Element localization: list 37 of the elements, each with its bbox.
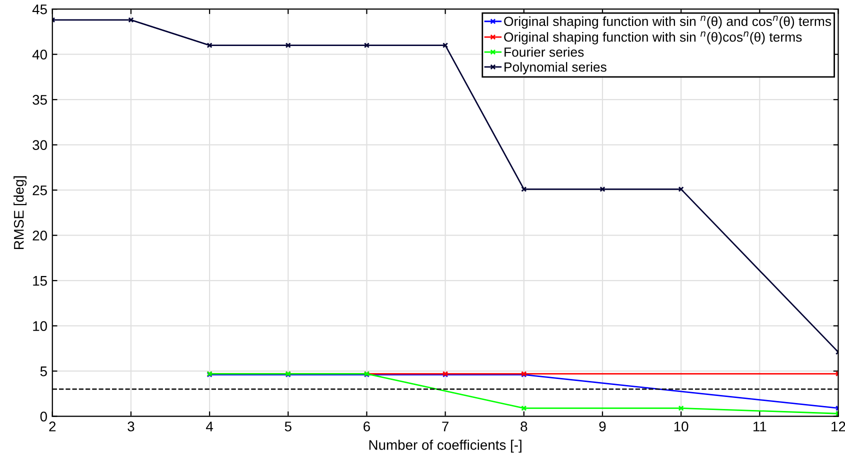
x-tick-label: 5	[284, 422, 292, 432]
y-tick-label: 45	[32, 4, 47, 14]
point	[521, 186, 527, 192]
x-tick-label: 12	[832, 422, 845, 432]
legend-label: Original shaping function with sin $^{n}$(θ)cos$^{n}$(θ) terms	[504, 31, 802, 44]
x-tick-label: 8	[520, 422, 528, 432]
y-axis-title: RMSE [deg]	[14, 176, 27, 250]
x-tick-label: 9	[599, 422, 606, 432]
x-tick-label: 4	[206, 422, 214, 432]
y-tick-label: 0	[40, 412, 47, 422]
point	[678, 405, 684, 411]
y-tick-label: 35	[32, 94, 47, 105]
legend-label: Original shaping function with sin $^{n}$(θ) and cos$^{n}$(θ) terms	[504, 16, 832, 29]
x-tick-label: 3	[128, 422, 134, 432]
point	[600, 186, 606, 192]
legend-label: Polynomial series	[504, 62, 606, 74]
x-tick-label: 7	[442, 422, 448, 432]
y-tick-label: 30	[32, 140, 47, 150]
y-tick-label: 40	[32, 50, 47, 60]
x-axis-title: Number of coefficients [-]	[369, 440, 522, 453]
y-tick-label: 10	[33, 321, 47, 331]
x-tick-label: 6	[364, 422, 370, 432]
point	[285, 42, 291, 48]
x-tick-label: 10	[674, 422, 688, 432]
point	[206, 42, 212, 48]
y-tick-label: 15	[33, 276, 47, 286]
y-tick-label: 25	[32, 185, 47, 196]
y-tick-label: 5	[40, 366, 47, 376]
x-tick-label: 11	[754, 422, 766, 432]
point	[364, 42, 370, 48]
x-tick-label: 2	[49, 422, 56, 432]
legend-label: Fourier series	[504, 47, 584, 57]
point	[128, 17, 134, 23]
point	[521, 405, 527, 411]
point	[678, 186, 684, 192]
y-tick-label: 20	[32, 230, 47, 241]
point	[442, 42, 448, 48]
